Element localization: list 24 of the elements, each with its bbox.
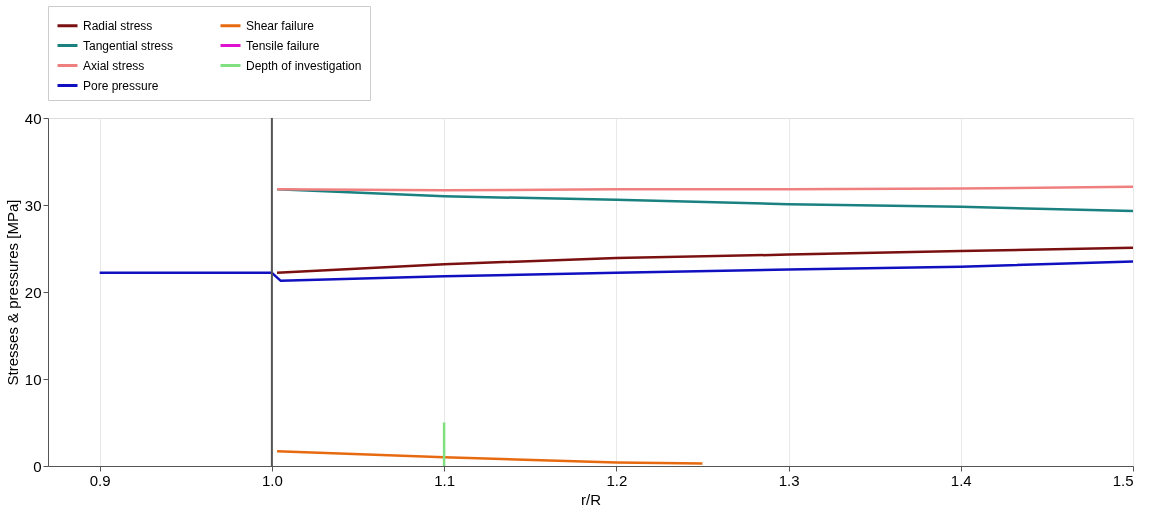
legend-label: Radial stress	[83, 18, 153, 33]
y-tick-label: 20	[24, 283, 42, 301]
x-tick-label: 1.0	[261, 471, 283, 489]
y-tick-label: 0	[33, 457, 42, 475]
x-axis-title: r/R	[581, 490, 602, 508]
line-series	[98, 260, 1135, 282]
x-tick-label: 1.4	[950, 471, 972, 489]
line-series	[275, 246, 1135, 275]
x-tick-label: 1.2	[606, 471, 628, 489]
x-tick-label: 1.3	[778, 471, 800, 489]
legend-label: Pore pressure	[83, 78, 159, 93]
y-tick-label: 40	[24, 109, 42, 127]
line-series	[275, 449, 704, 465]
x-tick-label: 1.1	[434, 471, 456, 489]
legend-label: Axial stress	[83, 58, 145, 73]
legend-label: Tangential stress	[83, 38, 174, 53]
legend-label: Depth of investigation	[246, 58, 362, 73]
x-tick-label: 0.9	[89, 471, 111, 489]
y-tick-label: 10	[24, 370, 42, 388]
x-tick-label: 1.5	[1112, 471, 1134, 489]
legend-label: Shear failure	[246, 18, 315, 33]
y-axis-title: Stresses & pressures [MPa]	[3, 199, 21, 386]
legend-label: Tensile failure	[246, 38, 320, 53]
y-tick-label: 30	[24, 196, 42, 214]
